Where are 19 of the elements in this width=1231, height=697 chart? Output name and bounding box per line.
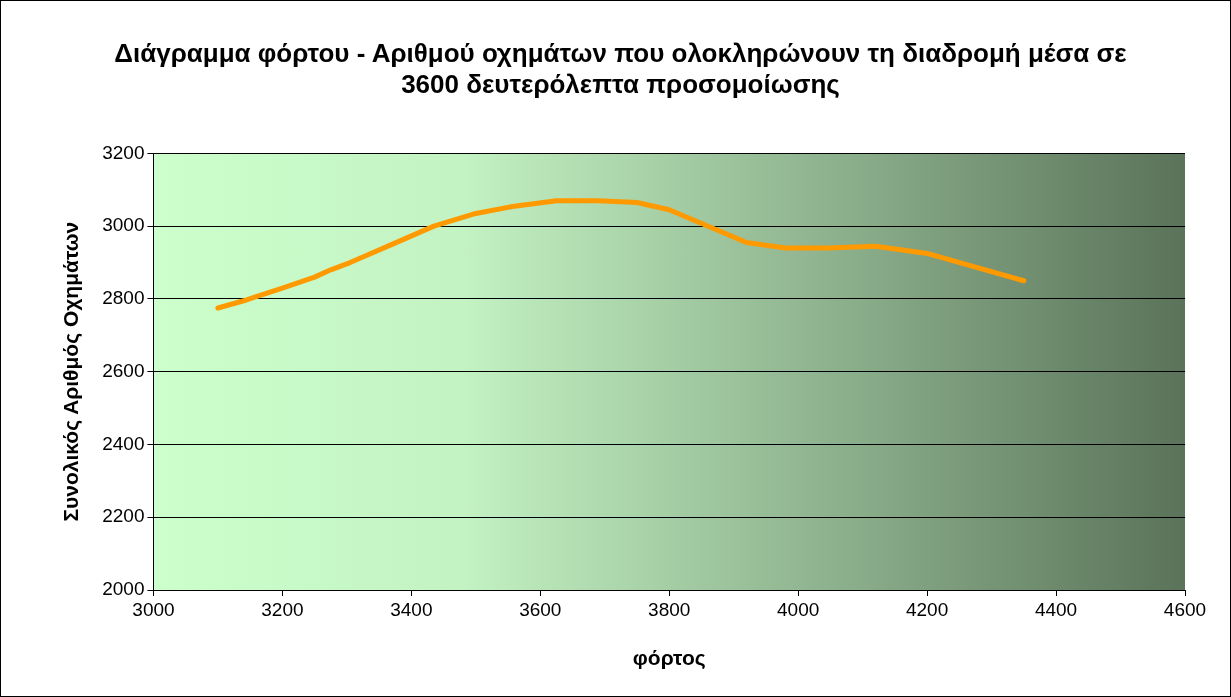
x-tick-label: 3400 <box>390 598 433 620</box>
x-tick-label: 3000 <box>132 598 175 620</box>
y-axis-title: Συνολικός Αριθμός Οχημάτων <box>59 221 84 522</box>
y-tick-label: 2400 <box>102 432 145 454</box>
x-tick-label: 3600 <box>519 598 562 620</box>
x-tick-label: 3800 <box>648 598 691 620</box>
y-tick-label: 3000 <box>102 214 145 236</box>
x-tick-label: 3200 <box>261 598 304 620</box>
y-tick-label: 2200 <box>102 505 145 527</box>
y-tick-label: 3200 <box>102 141 145 163</box>
chart-title: Διάγραμμα φόρτου - Αριθμού οχημάτων που ολοκληρώνουν τη διαδρομή μέσα σε 3600 δευτερόλεπτα προσομοίωσης <box>114 37 1127 99</box>
y-tick-label: 2600 <box>102 359 145 381</box>
x-tick-label: 4000 <box>777 598 820 620</box>
y-tick-label: 2800 <box>102 287 145 309</box>
x-tick-label: 4400 <box>1034 598 1078 620</box>
x-axis-title: φόρτος <box>632 646 706 671</box>
x-tick-label: 4200 <box>905 598 949 620</box>
x-tick-label: 4600 <box>1163 598 1207 620</box>
y-tick-label: 2000 <box>102 578 145 600</box>
